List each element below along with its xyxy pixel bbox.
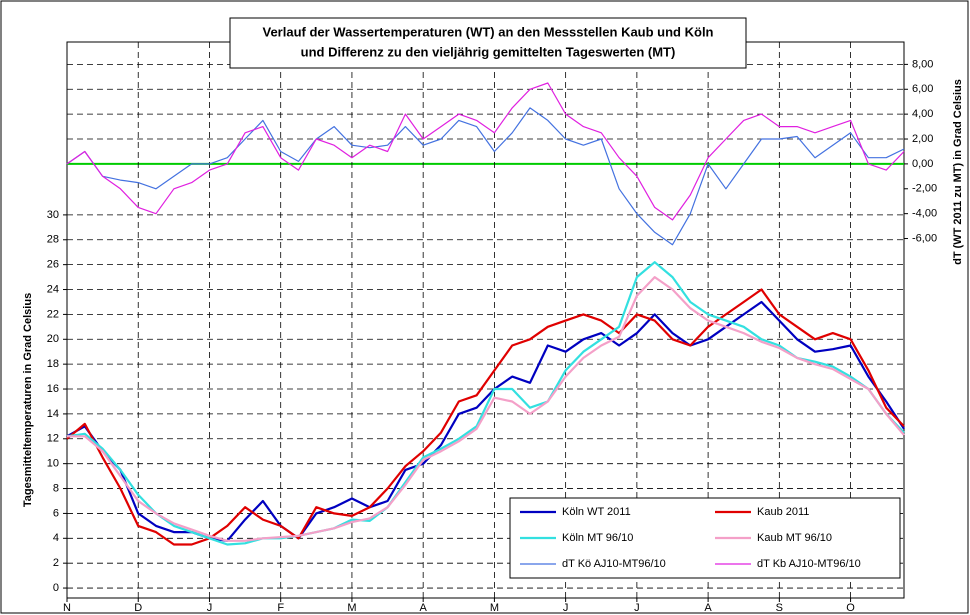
series-line <box>67 276 905 542</box>
series-line <box>66 261 905 546</box>
x-tick-label: N <box>63 602 71 614</box>
y-tick-label: 0 <box>53 582 59 594</box>
y-axis-label: Tagesmitteltemperaturen in Grad Celsius <box>22 293 34 507</box>
legend: Köln WT 2011 Kaub 2011 Köln MT 96/10 Kaub M… <box>509 497 901 579</box>
series-line <box>66 288 905 546</box>
series-line <box>66 107 905 246</box>
x-tick-label: M <box>347 602 356 614</box>
y-tick-label: 26 <box>47 259 59 271</box>
y-tick-label: 4 <box>53 532 59 544</box>
legend-label: Köln WT 2011 <box>562 506 631 518</box>
legend-label: Kaub 2011 <box>757 506 809 518</box>
y2-tick-label: 2,00 <box>912 133 933 145</box>
y-tick-label: 30 <box>47 209 59 221</box>
legend-label: Köln MT 96/10 <box>562 532 633 544</box>
legend-label: dT Kö AJ10-MT96/10 <box>562 558 666 570</box>
y-tick-label: 6 <box>53 507 59 519</box>
y-tick-label: 14 <box>47 408 59 420</box>
y2-axis-label: dT (WT 2011 zu MT) in Grad Celsius <box>952 79 964 265</box>
x-tick-label: S <box>776 602 783 614</box>
x-tick-label: A <box>419 602 427 614</box>
y2-tick-label: -2,00 <box>912 183 937 195</box>
y-tick-label: 10 <box>47 458 59 470</box>
y2-tick-label: 0,00 <box>912 158 933 170</box>
y2-tick-label: -4,00 <box>912 208 937 220</box>
x-tick-label: D <box>134 602 142 614</box>
y-tick-label: 28 <box>47 234 59 246</box>
y-tick-label: 2 <box>53 557 59 569</box>
x-tick-label: J <box>207 602 213 614</box>
y-tick-label: 20 <box>47 333 59 345</box>
y-tick-label: 18 <box>47 358 59 370</box>
legend-label: Kaub MT 96/10 <box>757 532 832 544</box>
x-tick-label: M <box>490 602 499 614</box>
chart-title: Verlauf der Wassertemperaturen (WT) an d… <box>263 24 714 39</box>
series-line <box>66 82 905 221</box>
y2-tick-label: 4,00 <box>912 108 933 120</box>
x-tick-label: O <box>846 602 855 614</box>
y2-tick-label: -6,00 <box>912 232 937 244</box>
legend-box <box>509 497 901 579</box>
x-tick-label: A <box>704 602 712 614</box>
y2-tick-label: 8,00 <box>912 58 933 70</box>
y-tick-label: 22 <box>47 308 59 320</box>
y2-tick-label: 6,00 <box>912 83 933 95</box>
x-tick-label: J <box>634 602 640 614</box>
y-tick-label: 8 <box>53 482 59 494</box>
x-tick-label: F <box>277 602 284 614</box>
y-tick-label: 24 <box>47 283 59 295</box>
chart-title: und Differenz zu den vieljährig gemittel… <box>301 44 676 59</box>
y-tick-label: 12 <box>47 433 59 445</box>
y-tick-label: 16 <box>47 383 59 395</box>
legend-label: dT Kb AJ10-MT96/10 <box>757 558 861 570</box>
plot-content: 024681012141618202224262830-6,00-4,00-2,… <box>47 42 937 614</box>
x-tick-label: J <box>563 602 569 614</box>
title-box <box>229 17 747 69</box>
